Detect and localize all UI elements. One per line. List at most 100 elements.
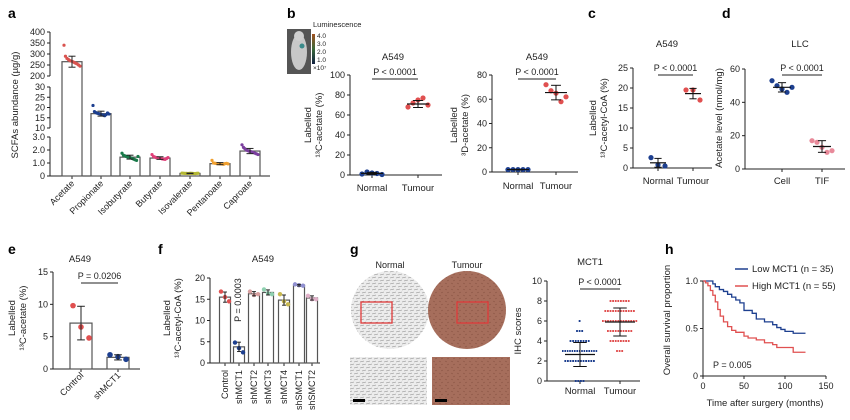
y-tick-label: 20 <box>477 143 487 153</box>
y-axis-label: ³D-acetate (%) <box>460 94 471 156</box>
data-point <box>359 171 365 177</box>
y-tick-label: 0 <box>200 358 205 368</box>
bar <box>261 291 275 364</box>
data-point <box>607 330 609 332</box>
data-point <box>425 102 431 108</box>
y-tick-label: 25 <box>35 92 45 102</box>
data-point <box>622 310 625 312</box>
bar <box>149 157 171 177</box>
data-point <box>612 310 614 312</box>
p-value: P < 0.0001 <box>780 63 824 73</box>
data-point <box>620 340 622 342</box>
y-tick-label: 15 <box>195 294 205 304</box>
data-point <box>588 350 590 352</box>
data-point <box>824 149 830 155</box>
chart-h: 0 0.5 1.0 Overall survival proportion 0 50 100… <box>662 264 836 409</box>
y-tick-label: 2 <box>537 356 542 366</box>
data-point <box>261 287 267 292</box>
y-axis-label: Labelled <box>588 100 599 136</box>
tumour-tissue-label: Tumour <box>452 260 483 270</box>
y-tick-label: 60 <box>335 110 345 120</box>
data-point <box>586 350 588 352</box>
data-point <box>697 97 703 103</box>
y-tick-label: 1.0 <box>32 158 45 168</box>
data-point <box>829 148 835 154</box>
bar <box>218 296 232 364</box>
chart-g: 0 2 4 6 8 10 IHC scores MCT1 Normal Tumour P < 0.0… <box>513 257 640 397</box>
data-point <box>625 320 627 322</box>
data-point <box>558 99 564 105</box>
data-point <box>285 302 291 307</box>
data-point <box>585 360 587 362</box>
data-point <box>543 82 549 88</box>
chart-title: MCT1 <box>577 257 603 268</box>
data-point <box>255 291 261 297</box>
data-point <box>784 89 790 95</box>
data-point <box>609 340 612 342</box>
data-point <box>232 340 238 345</box>
data-point <box>625 340 627 342</box>
x-tick-label: 50 <box>739 381 749 391</box>
chart-title: A549 <box>656 39 678 50</box>
x-tick-label: 100 <box>777 381 792 391</box>
data-point <box>580 360 582 362</box>
y-tick-label: 300 <box>30 49 45 59</box>
data-point <box>305 293 311 299</box>
data-point <box>590 350 593 352</box>
y-tick-label: 40 <box>730 97 740 107</box>
data-point <box>625 330 627 332</box>
y-tick-label: 0 <box>735 164 740 174</box>
y-axis-label: Labelled <box>303 107 314 143</box>
y-tick-label: 4 <box>537 336 542 346</box>
data-point <box>567 360 569 362</box>
data-point <box>569 360 572 362</box>
data-point <box>405 104 411 110</box>
panel-letter-a: a <box>8 5 16 21</box>
data-point <box>569 350 571 352</box>
chart-title: A549 <box>382 52 404 63</box>
data-point <box>595 350 598 352</box>
colorbar-tick: 2.0 <box>317 49 326 56</box>
x-tick-label: Acetate <box>48 178 77 207</box>
data-point <box>612 300 614 302</box>
x-tick-label: shMCT4 <box>279 370 289 404</box>
data-point <box>627 320 630 322</box>
panel-letter-f: f <box>158 241 163 257</box>
data-point <box>107 351 113 358</box>
mouse-body <box>291 34 307 70</box>
data-point <box>630 310 633 312</box>
x-tick-label: Control <box>220 370 230 399</box>
panel-letter-g: g <box>350 241 359 257</box>
y-tick-label: 350 <box>30 38 45 48</box>
y-tick-label: 80 <box>335 90 345 100</box>
data-point <box>632 320 635 322</box>
data-point <box>625 300 627 302</box>
y-tick-label: 8 <box>537 296 542 306</box>
y-axis-label: Labelled <box>7 300 18 336</box>
y-tick-label: 10 <box>195 316 205 326</box>
data-point <box>590 360 593 362</box>
data-point <box>622 320 625 322</box>
data-point <box>617 340 620 342</box>
luminescence-signal <box>299 43 305 49</box>
data-point <box>635 320 638 322</box>
y-tick-label: 60 <box>730 64 740 74</box>
x-tick-label: Normal <box>357 183 388 194</box>
scale-bar <box>353 399 365 402</box>
luminescence-label: Luminescence <box>313 20 361 29</box>
y-tick-label: 10 <box>35 123 45 133</box>
data-point <box>620 310 622 312</box>
data-point <box>604 320 607 322</box>
data-point <box>62 43 66 47</box>
y-tick-label: 5 <box>200 337 205 347</box>
data-point <box>577 380 580 382</box>
y-tick-label: 200 <box>30 71 45 81</box>
data-point <box>166 155 170 160</box>
data-point <box>196 171 200 175</box>
survival-curve-low <box>703 280 806 334</box>
bar <box>247 293 261 364</box>
chart-f: 0 5 10 15 20 Labelled ¹³C-acetyl-CoA (%) A549 Co… <box>162 254 320 410</box>
scale-bar <box>435 399 447 402</box>
x-tick-label: Control <box>58 370 86 398</box>
data-point <box>609 310 612 312</box>
